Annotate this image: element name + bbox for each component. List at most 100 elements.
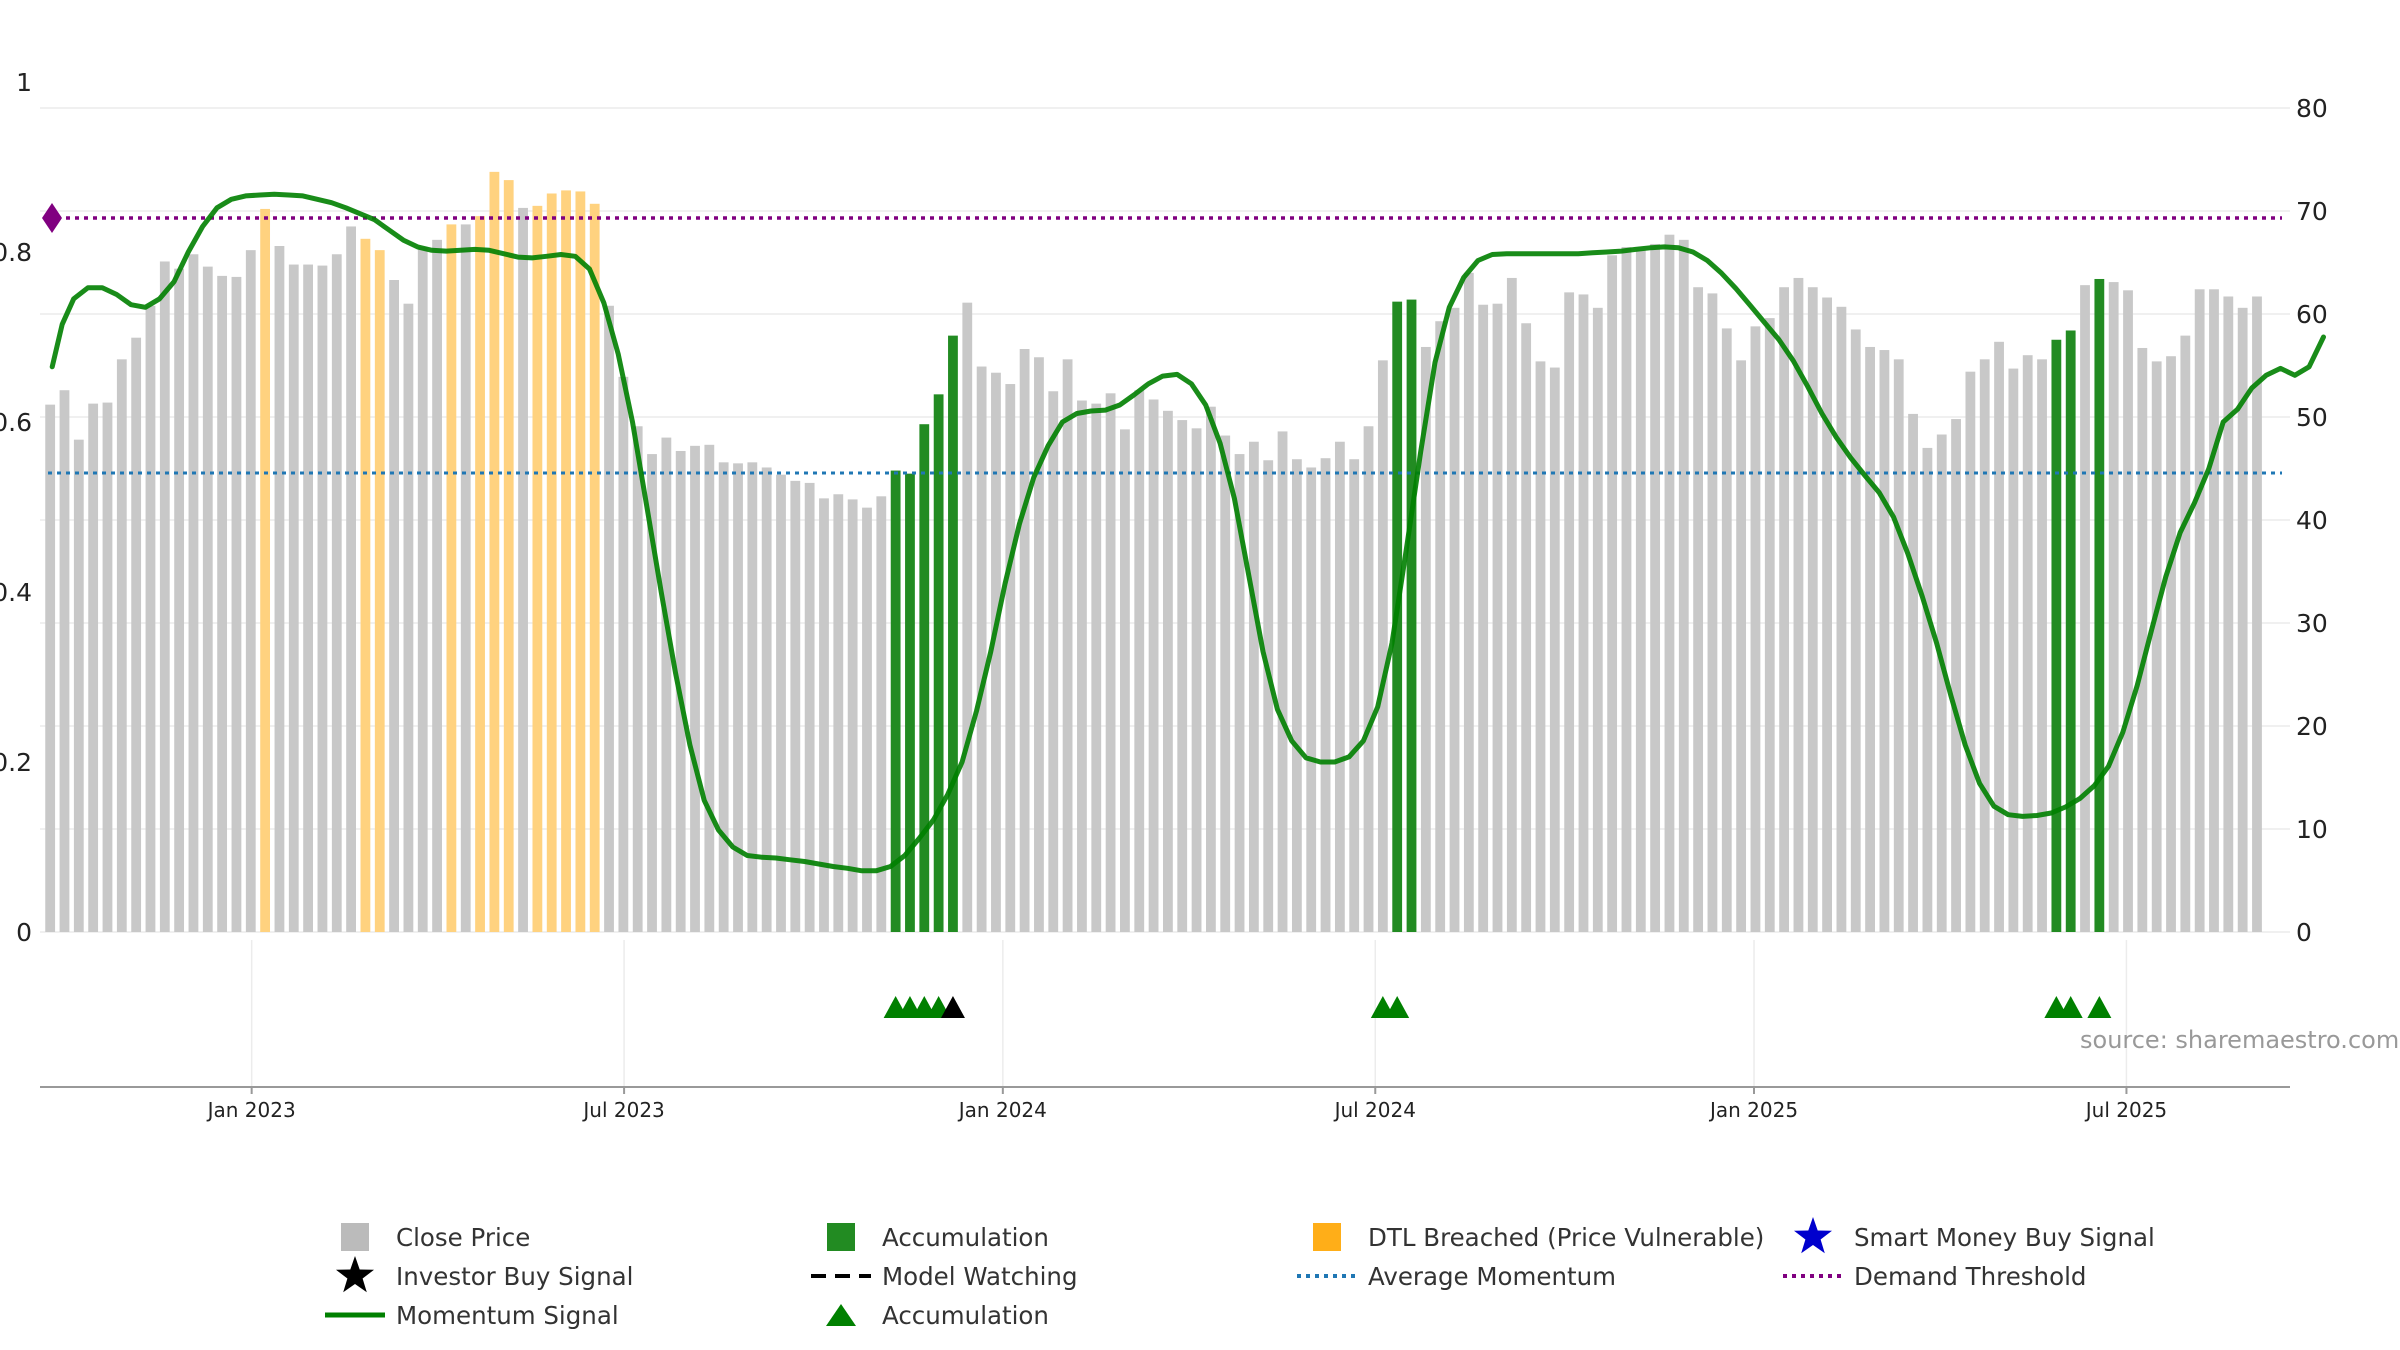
x-tick-label-5: Jul 2025 bbox=[2084, 1098, 2167, 1122]
close-price-bar-106 bbox=[1564, 292, 1575, 932]
right-tick-label-3: 30 bbox=[2296, 609, 2328, 638]
close-price-bar-101 bbox=[1492, 303, 1503, 932]
close-price-bar-81 bbox=[1206, 406, 1216, 932]
close-price-bar-29 bbox=[460, 224, 471, 932]
accumulation-bar-60 bbox=[905, 473, 915, 932]
close-price-bar-109 bbox=[1607, 255, 1618, 933]
left-tick-label-0: 0 bbox=[16, 918, 32, 947]
x-tick-label-4: Jan 2025 bbox=[1708, 1098, 1798, 1122]
close-price-bar-132 bbox=[1936, 434, 1947, 932]
close-price-bar-58 bbox=[876, 496, 887, 932]
accumulation-triangle-5 bbox=[1385, 996, 1410, 1018]
dtl-breached-bar-23 bbox=[374, 250, 385, 932]
close-price-bar-93 bbox=[1377, 360, 1388, 933]
close-price-bar-75 bbox=[1120, 429, 1130, 932]
momentum-signal-line bbox=[49, 191, 2326, 874]
legend-item-4: Investor Buy Signal bbox=[336, 1256, 633, 1293]
close-price-bar-73 bbox=[1091, 403, 1102, 932]
close-price-bar-16 bbox=[274, 246, 285, 932]
dtl-breached-bar-22 bbox=[360, 238, 371, 932]
right-axis-ticks: 0 10 20 30 40 50 60 70 80 bbox=[2296, 94, 2328, 947]
accumulation-triangle-8 bbox=[2087, 996, 2112, 1018]
close-price-bar-82 bbox=[1220, 435, 1231, 932]
legend-label-9: Accumulation bbox=[882, 1301, 1049, 1330]
close-price-bar-42 bbox=[647, 454, 657, 932]
close-price-bar-40 bbox=[618, 376, 629, 933]
legend-triangle-9 bbox=[826, 1304, 856, 1326]
x-tick-label-2: Jan 2024 bbox=[957, 1098, 1047, 1122]
close-price-bar-74 bbox=[1105, 393, 1116, 932]
legend-item-7: Demand Threshold bbox=[1783, 1262, 2086, 1291]
close-price-bar-131 bbox=[1922, 447, 1933, 932]
close-price-bar-112 bbox=[1650, 243, 1661, 932]
investor-buy-triangle-0 bbox=[940, 996, 965, 1018]
legend-item-6: Average Momentum bbox=[1297, 1262, 1616, 1291]
close-price-bar-80 bbox=[1191, 428, 1202, 932]
close-price-bar-100 bbox=[1478, 304, 1489, 933]
close-price-bar-13 bbox=[231, 276, 242, 932]
close-price-bar-68 bbox=[1019, 349, 1030, 932]
close-price-bar-127 bbox=[1865, 346, 1875, 933]
close-price-bar-7 bbox=[145, 305, 156, 932]
right-tick-label-8: 80 bbox=[2296, 94, 2328, 123]
dtl-breached-bar-38 bbox=[589, 203, 600, 933]
legend-label-1: Accumulation bbox=[882, 1223, 1049, 1252]
close-price-bar-121 bbox=[1779, 287, 1789, 933]
close-price-bar-129 bbox=[1893, 359, 1904, 932]
x-tick-label-0: Jan 2023 bbox=[206, 1098, 296, 1122]
close-price-bar-113 bbox=[1664, 234, 1675, 932]
close-price-bar-66 bbox=[991, 372, 1001, 933]
close-price-bar-26 bbox=[417, 247, 428, 933]
accumulation-bar-140 bbox=[2051, 339, 2062, 932]
close-price-bar-3 bbox=[88, 403, 99, 932]
close-price-bar-71 bbox=[1062, 359, 1073, 932]
legend-swatch-0 bbox=[341, 1223, 369, 1251]
legend-item-5: Model Watching bbox=[811, 1262, 1078, 1291]
close-price-bars bbox=[45, 171, 2262, 933]
close-price-bar-84 bbox=[1248, 441, 1259, 932]
close-price-bar-76 bbox=[1134, 390, 1145, 933]
close-price-bar-135 bbox=[1979, 359, 1990, 932]
close-price-bar-105 bbox=[1549, 367, 1560, 932]
close-price-bar-21 bbox=[346, 226, 356, 932]
close-price-bar-47 bbox=[718, 462, 729, 932]
close-price-bar-17 bbox=[288, 264, 299, 932]
close-price-bar-147 bbox=[2151, 361, 2162, 932]
close-price-bar-5 bbox=[116, 359, 127, 932]
left-axis-ticks: 0 0.2 0.4 0.6 0.8 1 bbox=[0, 68, 32, 947]
close-price-bar-8 bbox=[159, 261, 170, 933]
dtl-breached-bar-15 bbox=[260, 208, 271, 932]
close-price-bar-119 bbox=[1750, 326, 1761, 932]
close-price-bar-103 bbox=[1521, 323, 1532, 932]
close-price-bar-133 bbox=[1951, 419, 1961, 932]
close-price-bar-41 bbox=[632, 426, 643, 932]
legend-swatch-1 bbox=[827, 1223, 855, 1251]
close-price-bar-153 bbox=[2237, 307, 2248, 932]
dtl-breached-bar-31 bbox=[489, 171, 500, 933]
legend-label-7: Demand Threshold bbox=[1854, 1262, 2086, 1291]
legend-label-4: Investor Buy Signal bbox=[396, 1262, 633, 1291]
close-price-bar-148 bbox=[2166, 356, 2176, 933]
close-price-bar-97 bbox=[1435, 321, 1446, 933]
right-tick-label-6: 60 bbox=[2296, 300, 2328, 329]
close-price-bar-92 bbox=[1363, 426, 1374, 932]
accumulation-bar-95 bbox=[1406, 299, 1417, 933]
legend-star-4 bbox=[336, 1256, 374, 1293]
close-price-bar-55 bbox=[833, 494, 844, 932]
close-price-bar-49 bbox=[747, 462, 758, 932]
demand-threshold-diamond bbox=[42, 203, 62, 233]
close-price-bar-96 bbox=[1420, 346, 1431, 933]
close-price-bar-98 bbox=[1449, 307, 1460, 932]
close-price-bar-6 bbox=[131, 337, 142, 932]
close-price-bar-151 bbox=[2209, 289, 2219, 932]
close-price-bar-10 bbox=[188, 254, 199, 932]
legend-item-1: Accumulation bbox=[827, 1223, 1049, 1252]
legend-item-0: Close Price bbox=[341, 1223, 530, 1252]
dtl-breached-bar-32 bbox=[503, 180, 514, 933]
legend-swatch-2 bbox=[1313, 1223, 1341, 1251]
close-price-bar-70 bbox=[1048, 391, 1059, 932]
close-price-bar-124 bbox=[1822, 297, 1832, 932]
close-price-bar-116 bbox=[1707, 293, 1718, 932]
x-tick-label-3: Jul 2024 bbox=[1333, 1098, 1416, 1122]
